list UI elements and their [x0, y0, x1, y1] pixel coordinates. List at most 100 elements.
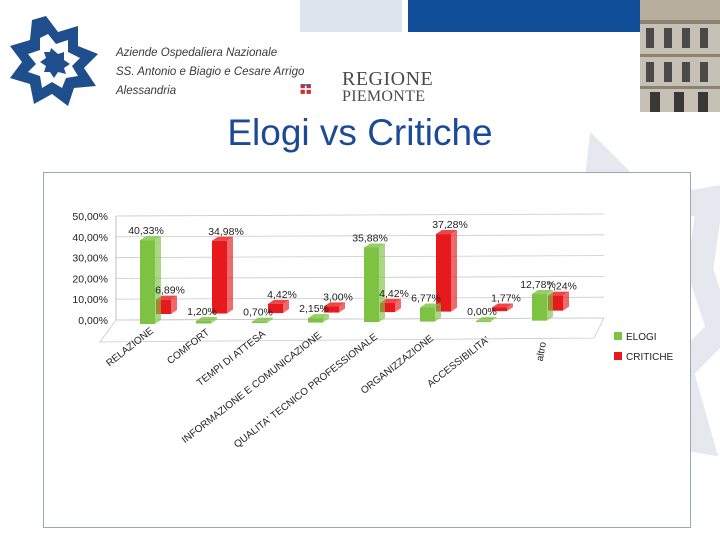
bar-critiche-accessibilita-top — [492, 303, 513, 308]
data-label-critiche: 6,89% — [155, 285, 185, 297]
gridline — [115, 234, 605, 238]
bar-elogi-tempi-di-attesa — [252, 317, 273, 324]
piemonte-label: PIEMONTE — [342, 88, 426, 105]
bar-elogi-qualita-tecnico-professionale-top — [364, 243, 385, 248]
x-label-comfort: COMFORT — [165, 327, 211, 367]
bar-elogi-altro-side — [547, 290, 553, 321]
bar-elogi-tempi-di-attesa-top — [252, 317, 273, 322]
bar-critiche-informazione-e-comunicazione-front — [324, 306, 339, 313]
slide-title: Elogi vs Critiche — [227, 112, 493, 153]
bar-elogi-comfort-front — [196, 321, 211, 324]
legend-swatch-elogi — [614, 332, 622, 340]
bar-elogi-accessibilita — [476, 317, 497, 323]
bar-elogi-tempi-di-attesa-side — [267, 317, 273, 324]
bar-critiche-informazione-e-comunicazione-side — [339, 302, 345, 313]
legend-label-elogi: ELOGI — [626, 332, 657, 343]
chart-grid — [99, 213, 605, 343]
chart-data-labels: 40,33%6,89%1,20%34,98%0,70%4,42%2,15%3,0… — [128, 219, 577, 319]
data-label-critiche: 37,28% — [432, 219, 468, 231]
y-tick-label: 20,00% — [72, 273, 108, 285]
chart-legend: ELOGI CRITICHE — [614, 332, 674, 363]
legend-label-critiche: CRITICHE — [626, 352, 674, 363]
data-label-critiche: 7,24% — [547, 281, 577, 293]
x-label-accessibilita: ACCESSIBILITA' — [425, 335, 491, 390]
bar-critiche-informazione-e-comunicazione-top — [324, 302, 345, 307]
bar-critiche-organizzazione-top — [436, 230, 457, 235]
regione-label: REGIONE — [342, 68, 434, 90]
bar-elogi-relazione-front — [140, 240, 155, 324]
gridline — [115, 213, 605, 217]
bar-elogi-qualita-tecnico-professionale — [364, 243, 385, 323]
data-label-critiche: 1,77% — [491, 292, 521, 304]
y-tick-label: 40,00% — [72, 232, 108, 244]
x-label-relazione: RELAZIONE — [104, 325, 156, 369]
y-tick-label: 0,00% — [78, 315, 108, 327]
bar-elogi-informazione-e-comunicazione-front — [308, 318, 323, 323]
bar-elogi-informazione-e-comunicazione-top — [308, 314, 329, 319]
data-label-elogi: 0,00% — [467, 306, 497, 318]
bar-critiche-tempi-di-attesa-side — [283, 299, 289, 314]
data-label-elogi: 35,88% — [352, 232, 388, 244]
bar-elogi-informazione-e-comunicazione — [308, 314, 329, 323]
header-bar-dark — [408, 0, 640, 32]
bar-chart: 0,00% 10,00% 20,00% 30,00% 40,00% 50,00% 40,3… — [72, 211, 674, 450]
bar-critiche-comfort-top — [212, 236, 233, 241]
gridline — [115, 276, 605, 279]
bar-elogi-accessibilita-top — [476, 317, 497, 322]
bar-elogi-comfort-side — [211, 317, 217, 324]
bar-elogi-relazione-side — [155, 236, 161, 324]
y-axis-ticks: 0,00% 10,00% 20,00% 30,00% 40,00% 50,00% — [72, 211, 108, 327]
data-label-critiche: 3,00% — [323, 291, 353, 303]
bar-elogi-altro-front — [532, 294, 547, 321]
bar-elogi-comfort — [196, 317, 217, 324]
legend-swatch-critiche — [614, 352, 622, 360]
gridline — [115, 255, 605, 258]
data-label-elogi: 1,20% — [187, 306, 217, 318]
building-photo — [640, 0, 720, 112]
hospital-star-logo — [10, 16, 98, 106]
bar-critiche-tempi-di-attesa-front — [268, 303, 283, 314]
bar-elogi-organizzazione-top — [420, 303, 441, 308]
y-tick-label: 50,00% — [72, 211, 108, 223]
bar-critiche-relazione-side — [171, 295, 177, 314]
bar-critiche-tempi-di-attesa — [268, 299, 289, 314]
hospital-name-line-2: SS. Antonio e Biagio e Cesare Arrigo — [116, 66, 305, 78]
bar-critiche-altro-side — [563, 291, 569, 311]
data-label-critiche: 34,98% — [208, 226, 244, 238]
bar-elogi-accessibilita-front — [476, 321, 491, 323]
bar-critiche-comfort-side — [227, 236, 233, 314]
bar-elogi-altro-top — [532, 290, 553, 295]
hospital-name-line-3: Alessandria — [116, 85, 177, 97]
chart-floor — [99, 317, 605, 343]
data-label-critiche: 4,42% — [267, 289, 297, 301]
bar-elogi-altro — [532, 290, 553, 321]
bar-critiche-tempi-di-attesa-top — [268, 299, 289, 304]
bar-critiche-qualita-tecnico-professionale — [380, 298, 401, 313]
bar-critiche-organizzazione-front — [436, 234, 451, 312]
bar-critiche-accessibilita-side — [507, 303, 513, 312]
bar-elogi-qualita-tecnico-professionale-side — [379, 243, 385, 323]
x-label-altro: altro — [535, 341, 549, 362]
bar-critiche-qualita-tecnico-professionale-top — [380, 298, 401, 303]
data-label-elogi: 6,77% — [411, 293, 441, 305]
bar-critiche-altro-top — [548, 291, 569, 296]
bar-critiche-accessibilita — [492, 303, 513, 312]
data-label-elogi: 12,78% — [520, 279, 556, 291]
bar-elogi-informazione-e-comunicazione-side — [323, 314, 329, 323]
bar-critiche-comfort-front — [212, 240, 227, 314]
chart-frame: 0,00% 10,00% 20,00% 30,00% 40,00% 50,00% 40,3… — [43, 172, 691, 528]
bar-elogi-organizzazione-front — [420, 307, 435, 322]
header-bar-light — [300, 0, 402, 32]
hospital-name: Aziende Ospedaliera Nazionale SS. Antoni… — [116, 44, 304, 101]
bar-elogi-tempi-di-attesa-front — [252, 321, 267, 324]
data-label-elogi: 0,70% — [243, 307, 273, 319]
data-label-elogi: 2,15% — [299, 303, 329, 315]
bar-critiche-informazione-e-comunicazione — [324, 302, 345, 313]
hospital-name-line-1: Aziende Ospedaliera Nazionale — [116, 47, 278, 59]
bar-elogi-qualita-tecnico-professionale-front — [364, 247, 379, 323]
chart-bars — [140, 230, 569, 324]
bar-elogi-relazione-top — [140, 236, 161, 241]
gridline — [115, 296, 605, 300]
